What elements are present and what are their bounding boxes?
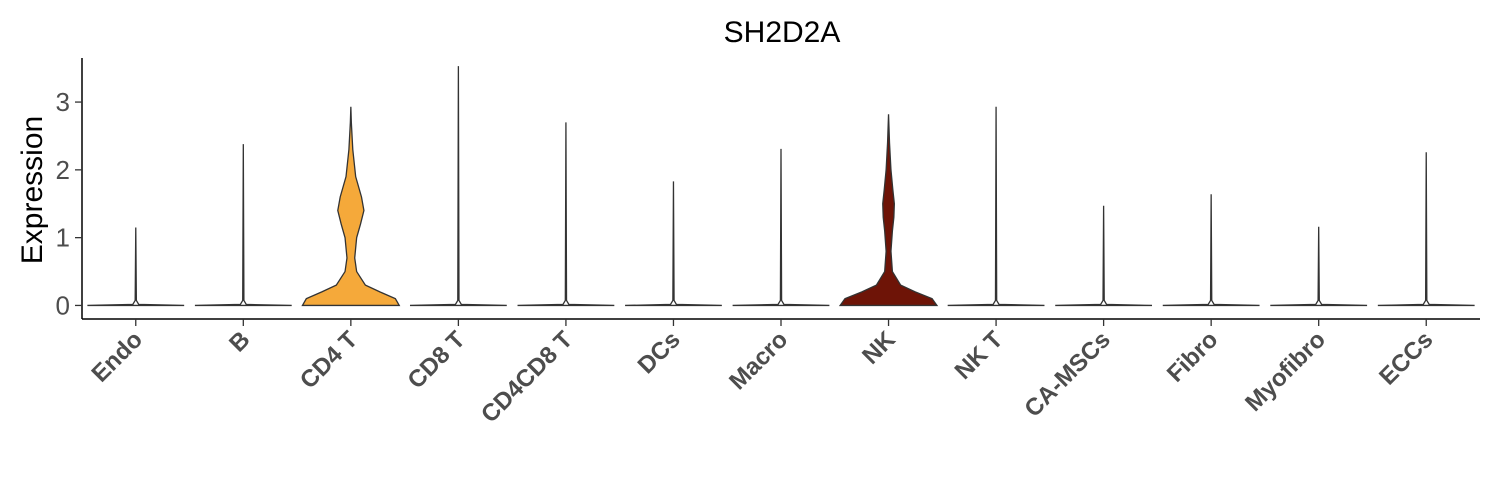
violin-eccs — [1377, 152, 1475, 307]
violin-macro — [732, 148, 830, 307]
y-tick-label: 3 — [56, 87, 70, 117]
violin-nk — [838, 114, 939, 307]
x-tick-label: CA-MSCs — [1019, 326, 1115, 422]
x-tick-label: Endo — [86, 326, 148, 388]
x-tick-label: CD4CD8 T — [476, 326, 578, 428]
violin-nk-t — [947, 106, 1045, 307]
x-tick-label: ECCs — [1374, 326, 1438, 390]
x-tick-label: CD4 T — [295, 326, 363, 394]
chart-title: SH2D2A — [724, 16, 841, 49]
violin-cd4-t — [301, 106, 401, 307]
violin-endo — [87, 227, 185, 307]
violin-cd8-t — [409, 66, 507, 307]
x-tick-label: B — [224, 326, 255, 357]
plot-area: 0 1 2 3 Endo B CD4 T CD8 T CD4CD8 T DCs Macro NK NK … — [56, 58, 1480, 428]
y-tick-label: 0 — [56, 290, 70, 320]
violin-ca-mscs — [1055, 205, 1153, 307]
x-tick-label: DCs — [633, 326, 686, 379]
x-tick-label: NK T — [950, 326, 1009, 385]
violin-cd4cd8-t — [517, 122, 615, 307]
y-axis-label: Expression — [16, 116, 49, 264]
y-tick-label: 2 — [56, 155, 70, 185]
x-tick-label: CD8 T — [403, 326, 471, 394]
x-tick-label: Macro — [724, 326, 793, 395]
x-tick-label: Fibro — [1162, 326, 1224, 388]
violin-dcs — [625, 181, 722, 307]
x-tick-label: Myofibro — [1240, 326, 1331, 417]
y-tick-label: 1 — [56, 223, 70, 253]
violin-myofibro — [1270, 226, 1368, 307]
violin-b — [194, 144, 292, 307]
violin-fibro — [1162, 194, 1260, 307]
x-tick-label: NK — [857, 326, 901, 370]
